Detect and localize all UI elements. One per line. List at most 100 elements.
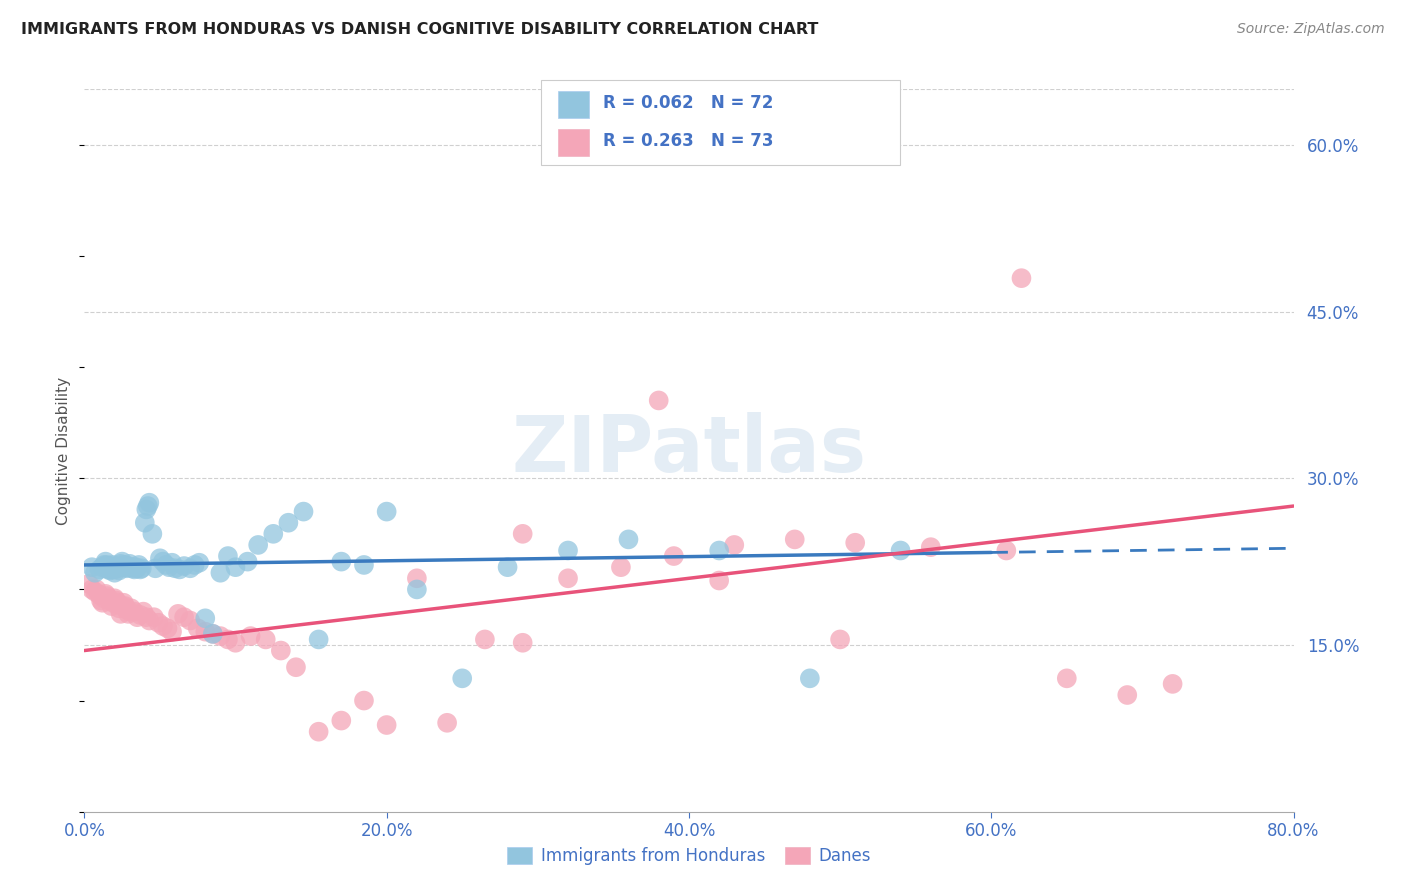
Point xyxy=(114,599,136,613)
Point xyxy=(173,610,195,624)
Point xyxy=(292,505,315,519)
Point xyxy=(149,551,172,566)
Point xyxy=(100,599,122,613)
Point xyxy=(557,571,579,585)
Point xyxy=(97,562,120,576)
Point xyxy=(107,561,129,575)
Point xyxy=(84,584,107,599)
Point xyxy=(406,582,429,597)
Point xyxy=(1011,271,1033,285)
Point xyxy=(152,619,174,633)
Point xyxy=(91,596,114,610)
Point xyxy=(209,566,232,580)
Point xyxy=(1313,187,1336,202)
Point xyxy=(308,724,330,739)
Point xyxy=(236,555,259,569)
Point xyxy=(128,558,150,572)
Point xyxy=(375,718,398,732)
Point xyxy=(648,393,671,408)
Point xyxy=(93,558,115,572)
Point xyxy=(138,496,160,510)
Point xyxy=(122,562,145,576)
Point xyxy=(799,671,821,685)
Point xyxy=(135,610,157,624)
Point xyxy=(557,543,579,558)
Point xyxy=(254,632,277,647)
Point xyxy=(91,560,114,574)
Point xyxy=(285,660,308,674)
Point xyxy=(1116,688,1139,702)
Point xyxy=(179,614,201,628)
Point xyxy=(111,599,134,613)
Point xyxy=(132,605,155,619)
Point xyxy=(118,557,141,571)
Point xyxy=(160,624,183,639)
Point xyxy=(183,558,205,572)
Point xyxy=(120,560,142,574)
Point xyxy=(512,636,534,650)
Point xyxy=(98,593,121,607)
Point xyxy=(194,624,217,639)
Point xyxy=(474,632,496,647)
Point xyxy=(112,596,135,610)
Point xyxy=(90,593,112,607)
Point xyxy=(84,566,107,580)
Point xyxy=(129,607,152,622)
Point xyxy=(118,605,141,619)
Point xyxy=(617,533,640,547)
Point xyxy=(308,632,330,647)
Point xyxy=(375,505,398,519)
Point xyxy=(920,540,942,554)
Point xyxy=(110,557,132,571)
Point xyxy=(108,560,131,574)
Point xyxy=(101,596,124,610)
Point xyxy=(121,561,143,575)
Point xyxy=(110,607,132,621)
Point xyxy=(104,591,127,606)
Point xyxy=(239,629,262,643)
Point xyxy=(152,555,174,569)
Point xyxy=(353,693,375,707)
Point xyxy=(93,591,115,606)
Point xyxy=(80,582,103,597)
Point xyxy=(127,610,149,624)
Point xyxy=(108,601,131,615)
Point xyxy=(1161,677,1184,691)
Point xyxy=(844,535,866,549)
Point xyxy=(100,560,122,574)
Point xyxy=(134,516,156,530)
Point xyxy=(436,715,458,730)
Point xyxy=(98,564,121,578)
Point xyxy=(104,562,127,576)
Point xyxy=(179,561,201,575)
Point xyxy=(353,558,375,572)
Point xyxy=(1056,671,1078,685)
Point xyxy=(96,589,118,603)
Point xyxy=(995,543,1018,558)
Legend: Immigrants from Honduras, Danes: Immigrants from Honduras, Danes xyxy=(501,840,877,872)
Text: R = 0.062   N = 72: R = 0.062 N = 72 xyxy=(603,94,773,112)
Point xyxy=(187,621,209,635)
Point xyxy=(217,632,239,647)
Point xyxy=(107,596,129,610)
Point xyxy=(160,556,183,570)
Text: Source: ZipAtlas.com: Source: ZipAtlas.com xyxy=(1237,22,1385,37)
Point xyxy=(96,558,118,572)
Point xyxy=(86,582,108,597)
Point xyxy=(830,632,852,647)
Point xyxy=(138,614,160,628)
Point xyxy=(247,538,270,552)
Point xyxy=(135,502,157,516)
Point xyxy=(194,611,217,625)
Point xyxy=(662,549,685,563)
Point xyxy=(89,588,111,602)
Point xyxy=(209,629,232,643)
Point xyxy=(709,543,731,558)
Point xyxy=(94,555,117,569)
Point xyxy=(105,560,128,574)
Point xyxy=(125,560,148,574)
Point xyxy=(105,593,128,607)
Point xyxy=(330,555,353,569)
Point xyxy=(155,558,177,572)
Point xyxy=(127,561,149,575)
